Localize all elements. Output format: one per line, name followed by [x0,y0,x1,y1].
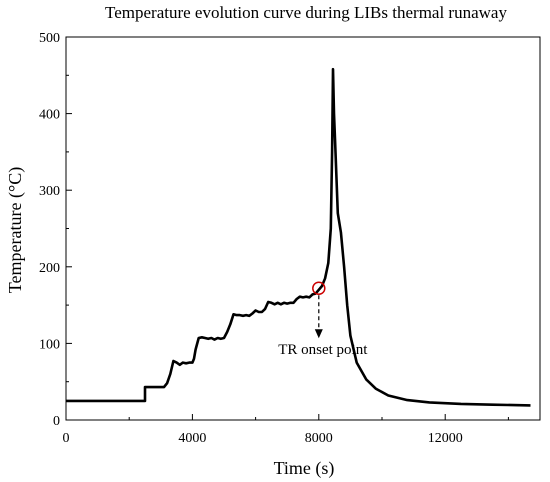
x-tick-label: 12000 [428,431,463,446]
y-axis-label: Temperature (°C) [5,167,26,293]
annotation-layer: TR onset point [278,281,368,358]
y-tick-label: 300 [39,184,60,199]
y-tick-label: 0 [53,414,60,429]
x-tick-label: 8000 [305,431,333,446]
series-layer [66,67,531,407]
y-tick-label: 100 [39,337,60,352]
plot-frame [65,36,541,421]
y-tick-label: 500 [39,31,60,46]
y-tick-label: 200 [39,261,60,276]
y-tick-label: 400 [39,108,60,123]
onset-marker [312,281,326,295]
x-tick-label: 4000 [178,431,206,446]
chart-title: Temperature evolution curve during LIBs … [105,3,507,22]
x-tick-label: 0 [63,431,70,446]
y-axis: 0 100 200 300 400 500 [39,31,72,429]
onset-arrow-head [314,329,323,339]
onset-label: TR onset point [278,342,368,358]
x-axis-label: Time (s) [274,458,335,479]
plot-border [65,36,541,421]
temperature-series-line [66,67,531,407]
x-axis: 0 4000 8000 12000 [63,414,509,446]
